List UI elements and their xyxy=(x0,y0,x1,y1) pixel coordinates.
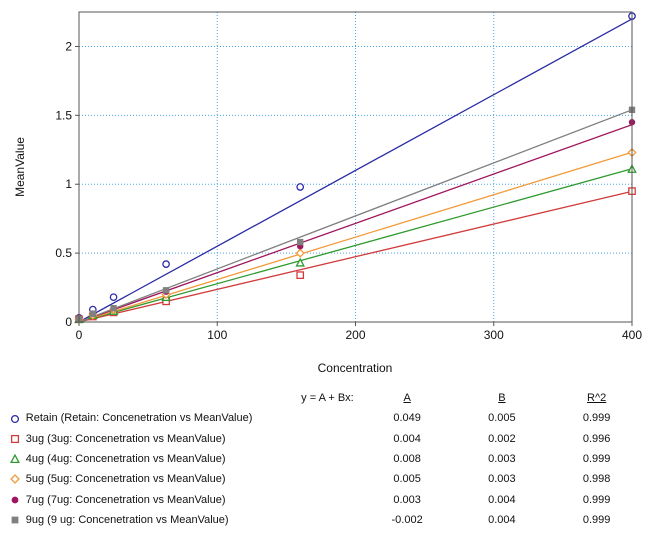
y-axis-label: MeanValue xyxy=(13,137,27,197)
fit-line-5ug xyxy=(78,151,633,323)
table-row: 7ug (7ug: Concenetration vs MeanValue) 0.… xyxy=(4,489,644,509)
point-retain xyxy=(296,183,305,191)
legend-label: 4ug (4ug: Concenetration vs MeanValue) xyxy=(25,453,226,466)
point-3ug xyxy=(296,271,305,280)
legend-marker-4ug xyxy=(9,454,20,464)
legend-marker-shape xyxy=(11,516,19,524)
value-a: 0.004 xyxy=(393,432,421,445)
x-tick-label: 300 xyxy=(484,328,504,342)
y-tick-label: 0.5 xyxy=(55,246,72,260)
plot-frame xyxy=(78,11,633,323)
value-r2: 0.999 xyxy=(582,513,611,526)
legend-marker-3ug xyxy=(10,434,19,443)
legend-marker-shape xyxy=(10,474,20,485)
value-b: 0.004 xyxy=(488,513,516,526)
value-a: -0.002 xyxy=(391,513,423,526)
fit-line-9ug xyxy=(78,109,633,323)
legend-marker-shape xyxy=(10,434,19,443)
value-b: 0.005 xyxy=(488,412,516,425)
value-r2: 0.999 xyxy=(582,493,611,506)
legend-marker-cell xyxy=(4,408,26,428)
fit-line-retain xyxy=(78,18,633,323)
fit-formula: y = A + Bx: xyxy=(301,392,354,405)
x-tick-label: 400 xyxy=(622,328,642,342)
legend-marker-retain xyxy=(10,414,19,423)
x-tick-label: 0 xyxy=(76,328,83,342)
value-a: 0.005 xyxy=(393,473,421,486)
value-r2: 0.998 xyxy=(582,473,611,486)
table-header-row: y = A + Bx: A B R^2 xyxy=(4,388,644,408)
grid xyxy=(79,12,632,322)
point-9ug xyxy=(110,305,117,312)
y-tick-label: 1 xyxy=(65,177,72,191)
regression-table: y = A + Bx: A B R^2 Retain (Retain: Conc… xyxy=(4,388,644,530)
legend-marker-shape xyxy=(11,496,19,504)
legend-marker-cell xyxy=(4,469,26,489)
fit-line-4ug xyxy=(78,168,633,323)
legend-marker-9ug xyxy=(11,516,19,524)
ticks: 0 100 200 300 400 0 0.5 1 1.5 2 xyxy=(55,39,642,342)
table-row: Retain (Retain: Concenetration vs MeanVa… xyxy=(4,408,644,428)
y-tick-label: 1.5 xyxy=(55,108,72,122)
legend-marker-7ug xyxy=(11,496,19,504)
legend-label: 5ug (5ug: Concenetration vs MeanValue) xyxy=(25,473,226,486)
value-r2: 0.996 xyxy=(582,432,611,445)
y-tick-label: 2 xyxy=(65,39,72,53)
point-retain xyxy=(109,293,118,302)
legend-label: Retain (Retain: Concenetration vs MeanVa… xyxy=(25,412,253,425)
point-5ug xyxy=(295,248,305,258)
table-row: 4ug (4ug: Concenetration vs MeanValue) 0.… xyxy=(4,449,644,469)
legend-marker-cell xyxy=(4,489,26,509)
legend-marker-cell xyxy=(4,510,26,530)
point-9ug xyxy=(297,238,304,246)
header-b: B xyxy=(498,392,506,405)
fit-line-3ug xyxy=(78,190,633,323)
chart: 0 100 200 300 400 0 0.5 1 1.5 2 Concentration Mea… xyxy=(13,11,642,375)
header-a: A xyxy=(403,392,411,405)
point-9ug xyxy=(162,287,170,294)
table-row: 3ug (3ug: Concenetration vs MeanValue) 0.… xyxy=(4,429,644,449)
value-r2: 0.999 xyxy=(582,453,611,466)
point-retain xyxy=(162,260,170,268)
value-b: 0.004 xyxy=(488,493,516,506)
legend-label: 7ug (7ug: Concenetration vs MeanValue) xyxy=(25,493,226,506)
header-r2: R^2 xyxy=(587,392,607,405)
x-tick-label: 200 xyxy=(345,328,365,342)
y-tick-label: 0 xyxy=(65,315,72,329)
point-9ug xyxy=(89,310,97,317)
legend-label: 9ug (9 ug: Concenetration vs MeanValue) xyxy=(25,513,229,526)
legend-marker-shape xyxy=(10,414,19,423)
legend-marker-cell xyxy=(4,429,26,449)
value-b: 0.003 xyxy=(488,473,516,486)
value-r2: 0.999 xyxy=(582,412,611,425)
legend-marker-cell xyxy=(4,449,26,469)
value-a: 0.049 xyxy=(393,412,421,425)
fit-lines xyxy=(78,18,633,323)
legend-marker-5ug xyxy=(10,474,20,485)
value-a: 0.008 xyxy=(393,453,421,466)
value-b: 0.002 xyxy=(488,432,516,445)
value-a: 0.003 xyxy=(393,493,421,506)
fit-line-7ug xyxy=(78,124,633,323)
point-4ug xyxy=(295,257,305,267)
table-row: 5ug (5ug: Concenetration vs MeanValue) 0.… xyxy=(4,469,644,489)
table-row: 9ug (9 ug: Concenetration vs MeanValue) -… xyxy=(4,510,644,530)
x-axis-label: Concentration xyxy=(318,361,393,375)
x-tick-label: 100 xyxy=(207,328,227,342)
value-b: 0.003 xyxy=(488,453,516,466)
legend-label: 3ug (3ug: Concenetration vs MeanValue) xyxy=(25,432,226,445)
legend-marker-shape xyxy=(9,454,20,464)
